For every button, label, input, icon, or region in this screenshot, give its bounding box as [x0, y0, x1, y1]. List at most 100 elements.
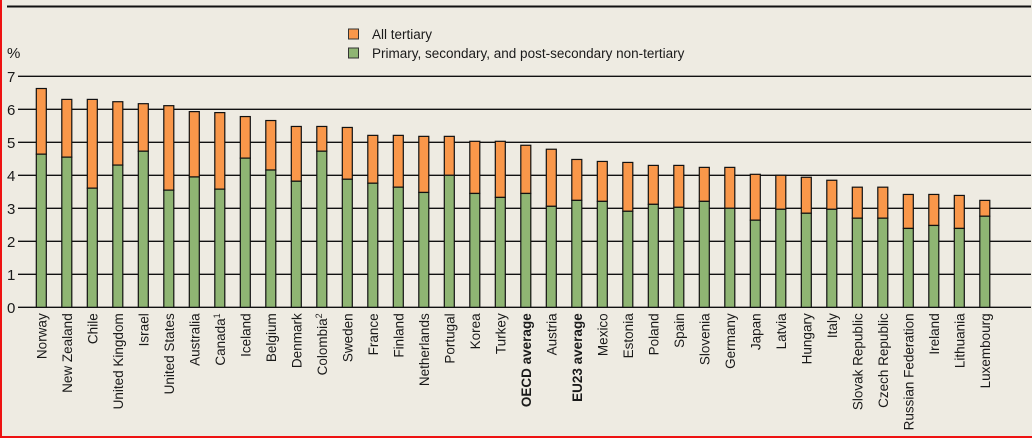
bar-tertiary [86, 98, 98, 189]
bar-non-tertiary [367, 182, 379, 308]
bar-non-tertiary [418, 191, 430, 308]
legend-swatch [348, 28, 359, 40]
y-tick-label: 2 [7, 234, 15, 251]
bar-tertiary [571, 158, 583, 201]
bar-non-tertiary [749, 219, 761, 308]
bar-non-tertiary [494, 196, 506, 308]
bar-tertiary [367, 134, 379, 184]
bar-tertiary [163, 105, 175, 191]
bar-non-tertiary [443, 174, 455, 308]
bars [35, 87, 991, 308]
x-tick-label: New Zealand [60, 313, 75, 393]
x-tick-label: Lithuania [952, 313, 967, 368]
x-tick-label: Hungary [799, 313, 814, 364]
x-tick-label: Australia [187, 313, 202, 366]
bar-non-tertiary [35, 153, 47, 308]
bar-non-tertiary [520, 192, 532, 308]
bar-non-tertiary [163, 189, 175, 308]
x-tick-label: Latvia [774, 313, 789, 350]
bar-tertiary [469, 140, 481, 195]
bar-non-tertiary [698, 200, 710, 308]
x-tick-label: Netherlands [417, 313, 432, 386]
bar-tertiary [494, 140, 506, 199]
x-tick-label: Spain [672, 313, 687, 348]
x-tick-label: Israel [136, 313, 151, 346]
x-tick-label: Colombia2 [314, 313, 330, 375]
bar-non-tertiary [877, 217, 889, 308]
bar-non-tertiary [622, 210, 634, 308]
x-tick-label: United States [162, 313, 177, 394]
x-tick-label: EU23 average [570, 313, 585, 402]
bar-tertiary [851, 186, 863, 219]
bar-non-tertiary [265, 169, 277, 308]
legend-label: Primary, secondary, and post-secondary n… [372, 46, 685, 61]
x-tick-label: Germany [723, 313, 738, 369]
x-tick-label: Italy [825, 313, 840, 338]
bar-tertiary [749, 173, 761, 221]
bar-non-tertiary [800, 212, 812, 308]
bar-tertiary [877, 186, 889, 219]
y-axis-unit-label: % [7, 45, 20, 62]
bar-tertiary [520, 144, 532, 195]
legend: All tertiary Primary, secondary, and post… [348, 27, 685, 61]
x-tick-label: Canada1 [212, 313, 228, 365]
x-tick-label: Estonia [621, 313, 636, 359]
bar-non-tertiary [290, 180, 302, 308]
x-tick-label: Slovenia [697, 313, 712, 365]
bar-tertiary [596, 160, 608, 202]
bar-tertiary [775, 174, 787, 210]
x-tick-label: Poland [646, 313, 661, 355]
x-tick-label: United Kingdom [111, 313, 126, 409]
legend-label: All tertiary [372, 27, 432, 42]
x-tick-label: France [366, 313, 381, 355]
bar-tertiary [316, 125, 328, 152]
bar-tertiary [137, 103, 149, 152]
x-tick-label: Japan [748, 313, 763, 350]
bar-tertiary [392, 134, 404, 188]
y-tick-label: 4 [7, 168, 15, 185]
bar-tertiary [290, 125, 302, 182]
bar-tertiary [188, 111, 200, 178]
bar-non-tertiary [316, 150, 328, 308]
bar-non-tertiary [112, 164, 124, 308]
x-tick-label: Russian Federation [901, 313, 916, 430]
bar-tertiary [698, 166, 710, 202]
bar-tertiary [112, 101, 124, 166]
x-tick-label: Chile [85, 313, 100, 344]
x-tick-label: Mexico [595, 313, 610, 356]
bar-non-tertiary [188, 176, 200, 308]
x-tick-label: Portugal [442, 313, 457, 363]
bar-non-tertiary [545, 205, 557, 308]
bar-tertiary [673, 164, 685, 208]
bar-non-tertiary [851, 217, 863, 308]
bar-tertiary [979, 199, 991, 217]
bar-tertiary [61, 98, 73, 158]
bar-tertiary [443, 135, 455, 176]
x-tick-label: OECD average [519, 313, 534, 407]
x-tick-label: Czech Republic [876, 313, 891, 408]
bar-non-tertiary [647, 203, 659, 308]
x-tick-label: Ireland [927, 313, 942, 354]
bar-tertiary [928, 193, 940, 227]
bar-tertiary [265, 119, 277, 171]
y-tick-label: 1 [7, 267, 15, 284]
x-tick-label: Denmark [289, 313, 304, 368]
x-tick-label: Turkey [493, 313, 508, 354]
legend-swatch [348, 47, 359, 59]
y-tick-label: 0 [7, 300, 15, 317]
x-tick-label: Iceland [238, 313, 253, 357]
bar-non-tertiary [596, 200, 608, 308]
bar-tertiary [800, 176, 812, 214]
bar-tertiary [341, 126, 353, 180]
bar-non-tertiary [214, 188, 226, 308]
x-tick-label: Slovak Republic [850, 313, 865, 410]
x-axis-labels: Norway New Zealand Chile United Kingdom Isra… [34, 313, 992, 431]
x-tick-label: Norway [34, 313, 49, 359]
y-tick-label: 3 [7, 201, 15, 218]
y-tick-label: 7 [7, 69, 15, 86]
bar-non-tertiary [979, 215, 991, 308]
bar-non-tertiary [673, 206, 685, 308]
bar-non-tertiary [571, 199, 583, 308]
bar-tertiary [724, 166, 736, 209]
